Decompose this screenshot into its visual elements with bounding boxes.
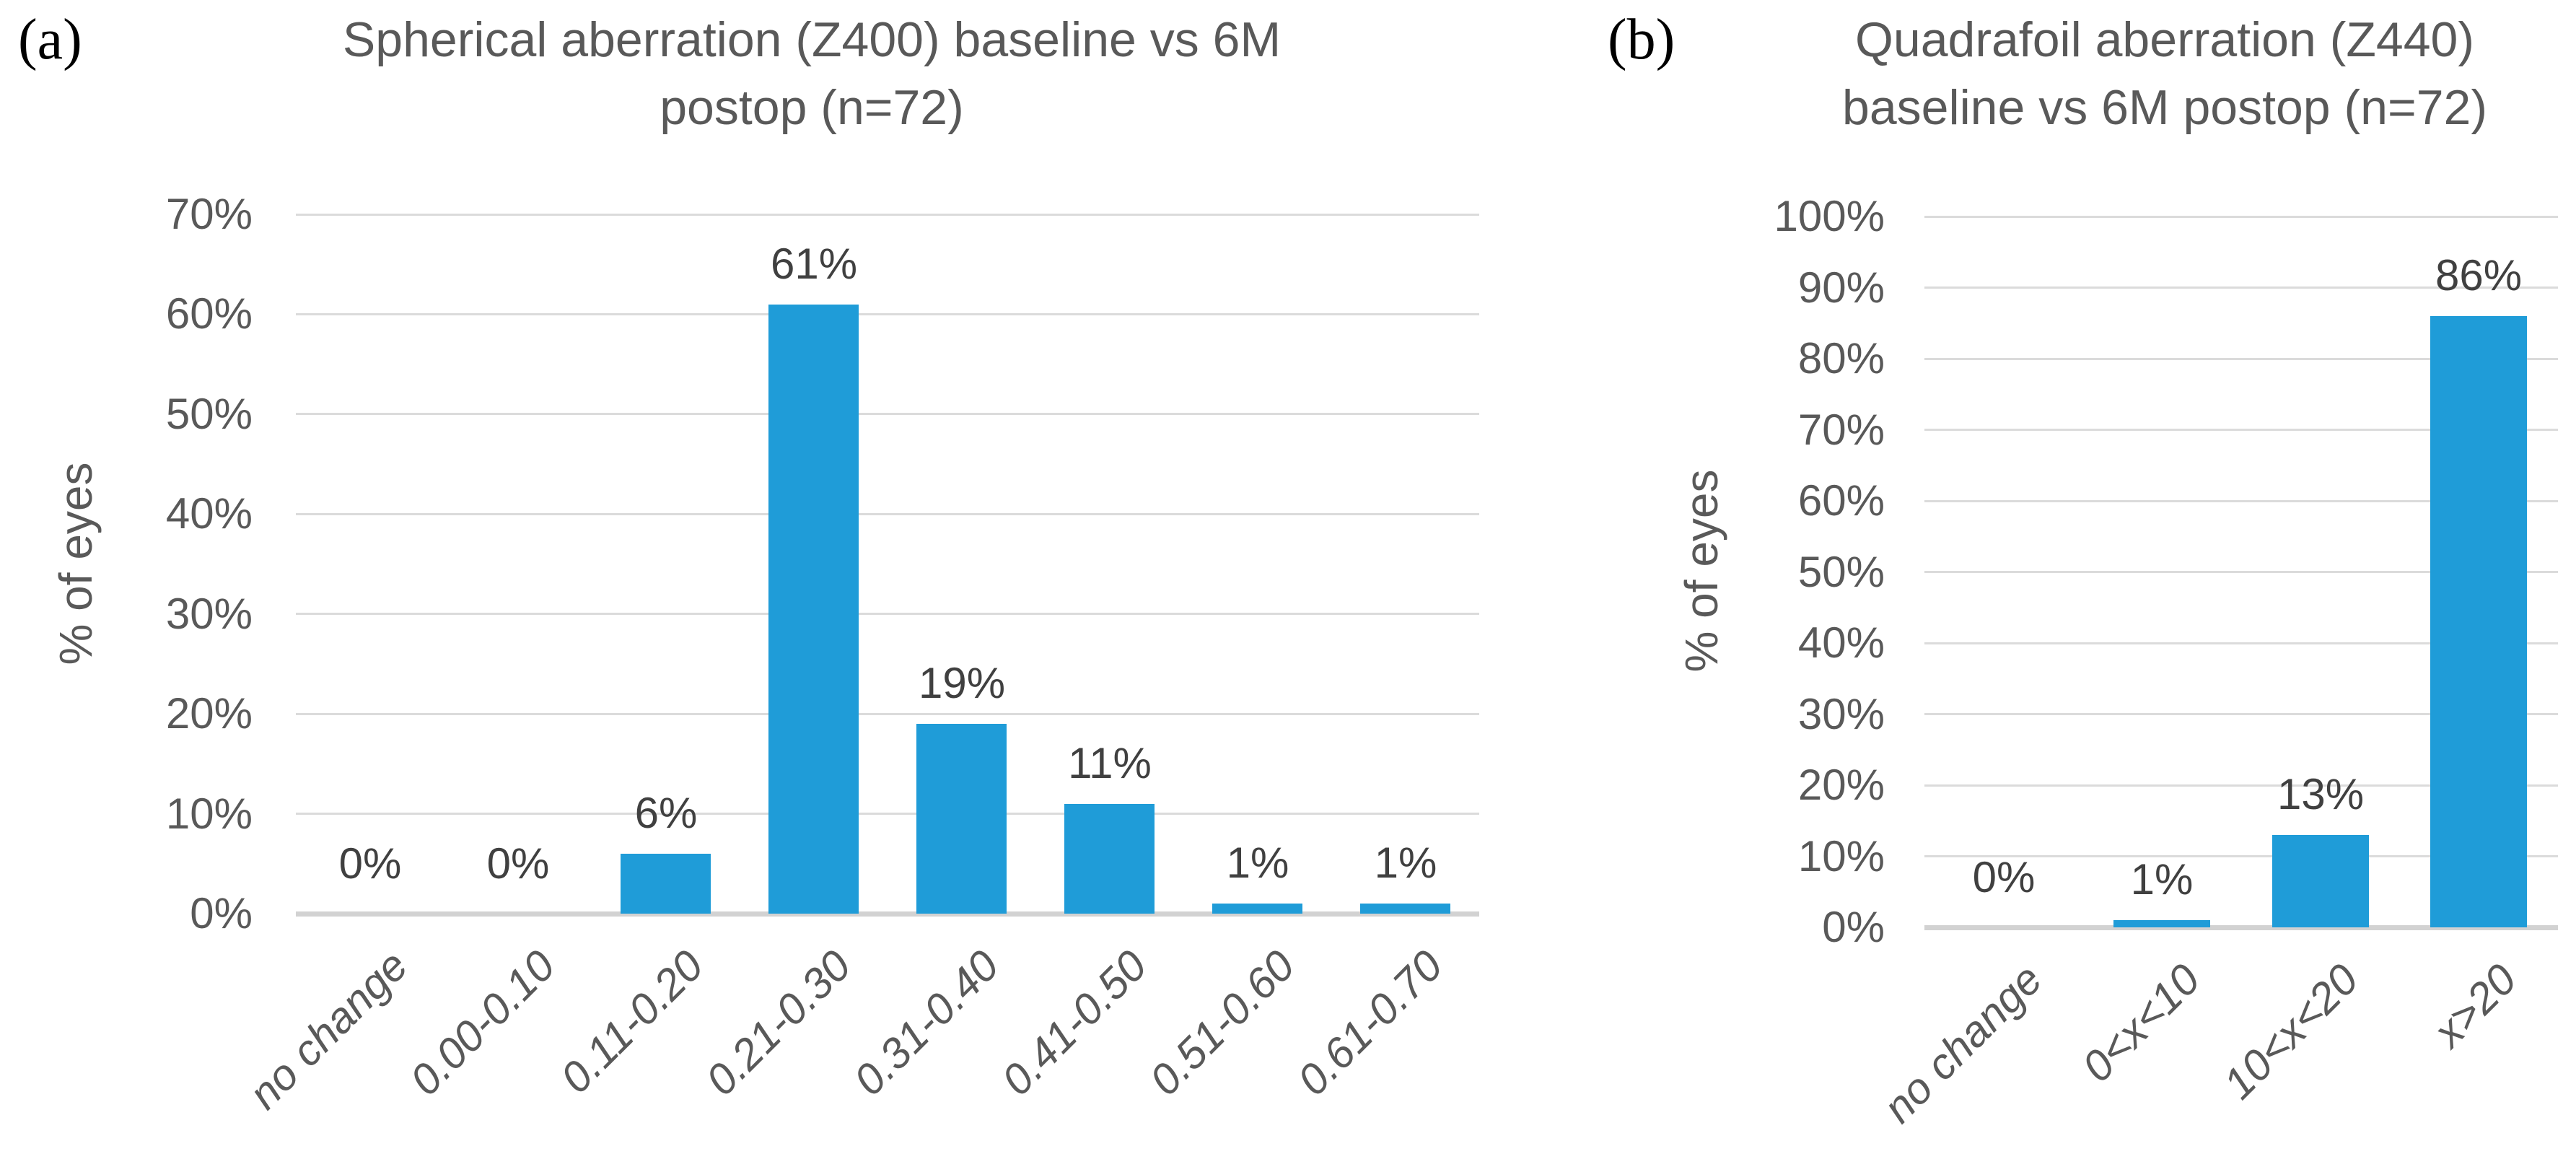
bar (916, 724, 1007, 914)
x-category-label: 0.31-0.40 (844, 941, 1009, 1105)
x-category-label: x>20 (2424, 955, 2526, 1057)
panel-label-b: (b) (1608, 8, 1675, 71)
gridline (1924, 429, 2558, 431)
gridline (296, 813, 1479, 815)
bar (1360, 904, 1450, 914)
y-tick-label: 40% (165, 489, 253, 538)
bar-value-label: 11% (1068, 739, 1152, 787)
chart-title-b-line2: baseline vs 6M postop (n=72) (1842, 80, 2487, 135)
y-axis-title-a: % of eyes (50, 462, 102, 665)
bar-value-label: 0% (1972, 853, 2036, 901)
y-tick-label: 90% (1797, 263, 1885, 312)
gridline (296, 213, 1479, 216)
x-category-label: 0.61-0.70 (1288, 941, 1453, 1105)
y-tick-label: 60% (1797, 476, 1885, 525)
gridline (1924, 713, 2558, 715)
bar (1212, 904, 1302, 914)
bar-value-label: 0% (338, 839, 402, 888)
bar-value-label: 6% (634, 789, 698, 837)
y-tick-label: 10% (165, 789, 253, 838)
bar-value-label: 61% (770, 240, 858, 288)
x-category-label: 0<x<10 (2072, 955, 2209, 1091)
gridline (296, 312, 1479, 315)
y-tick-label: 30% (165, 589, 253, 638)
x-axis-line (296, 911, 1479, 917)
gridline (1924, 287, 2558, 289)
gridline (1924, 642, 2558, 644)
x-category-label: 0.51-0.60 (1140, 941, 1305, 1105)
chart-title-a: Spherical aberration (Z400) baseline vs … (180, 6, 1443, 141)
gridline (296, 712, 1479, 715)
y-tick-label: 0% (190, 889, 253, 937)
y-tick-label: 0% (1822, 903, 1885, 951)
bar-value-label: 0% (486, 839, 550, 888)
chart-title-b-line1: Quadrafoil aberration (Z440) (1854, 12, 2474, 67)
gridline (1924, 855, 2558, 857)
gridline (296, 413, 1479, 416)
bar (2272, 835, 2369, 927)
y-tick-label: 40% (1797, 618, 1885, 667)
gridline (1924, 215, 2558, 218)
x-category-label: 0.41-0.50 (992, 941, 1157, 1105)
y-tick-label: 50% (165, 389, 253, 438)
gridline (1924, 499, 2558, 502)
y-tick-label: 30% (1797, 689, 1885, 738)
x-category-label: 0.11-0.20 (551, 941, 713, 1103)
chart-title-a-line1: Spherical aberration (Z400) baseline vs … (342, 12, 1282, 67)
x-category-label: no change (239, 941, 417, 1119)
panel-label-a: (a) (18, 8, 82, 71)
y-tick-label: 10% (1797, 831, 1885, 880)
gridline (1924, 571, 2558, 573)
x-category-label: 0.00-0.10 (400, 941, 565, 1105)
y-tick-label: 20% (1797, 761, 1885, 809)
x-axis-line (1924, 925, 2558, 930)
gridline (296, 613, 1479, 616)
y-tick-label: 70% (165, 190, 253, 238)
bar-value-label: 86% (2435, 251, 2523, 299)
gridline (1924, 784, 2558, 787)
y-tick-label: 70% (1797, 405, 1885, 454)
bar-value-label: 1% (1374, 839, 1437, 887)
gridline (296, 512, 1479, 515)
x-category-label: 0.21-0.30 (696, 941, 861, 1105)
bar-value-label: 1% (1226, 839, 1289, 887)
chart-title-a-line2: postop (n=72) (660, 80, 964, 135)
bar-value-label: 13% (2277, 770, 2365, 818)
y-tick-label: 100% (1774, 192, 1885, 240)
chart-title-b: Quadrafoil aberration (Z440) baseline vs… (1782, 6, 2547, 141)
y-tick-label: 60% (165, 289, 253, 338)
bar (2113, 920, 2210, 927)
x-category-label: no change (1873, 955, 2051, 1132)
bar-value-label: 19% (918, 659, 1006, 707)
bar (2430, 316, 2527, 927)
y-axis-title-b: % of eyes (1675, 469, 1727, 673)
y-tick-label: 80% (1797, 334, 1885, 382)
bar-value-label: 1% (2130, 855, 2194, 904)
gridline (1924, 357, 2558, 360)
bar (768, 305, 859, 914)
bar (1064, 804, 1155, 914)
y-tick-label: 20% (165, 689, 253, 738)
y-tick-label: 50% (1797, 547, 1885, 596)
bar (621, 854, 711, 914)
x-category-label: 10<x<20 (2214, 955, 2368, 1108)
